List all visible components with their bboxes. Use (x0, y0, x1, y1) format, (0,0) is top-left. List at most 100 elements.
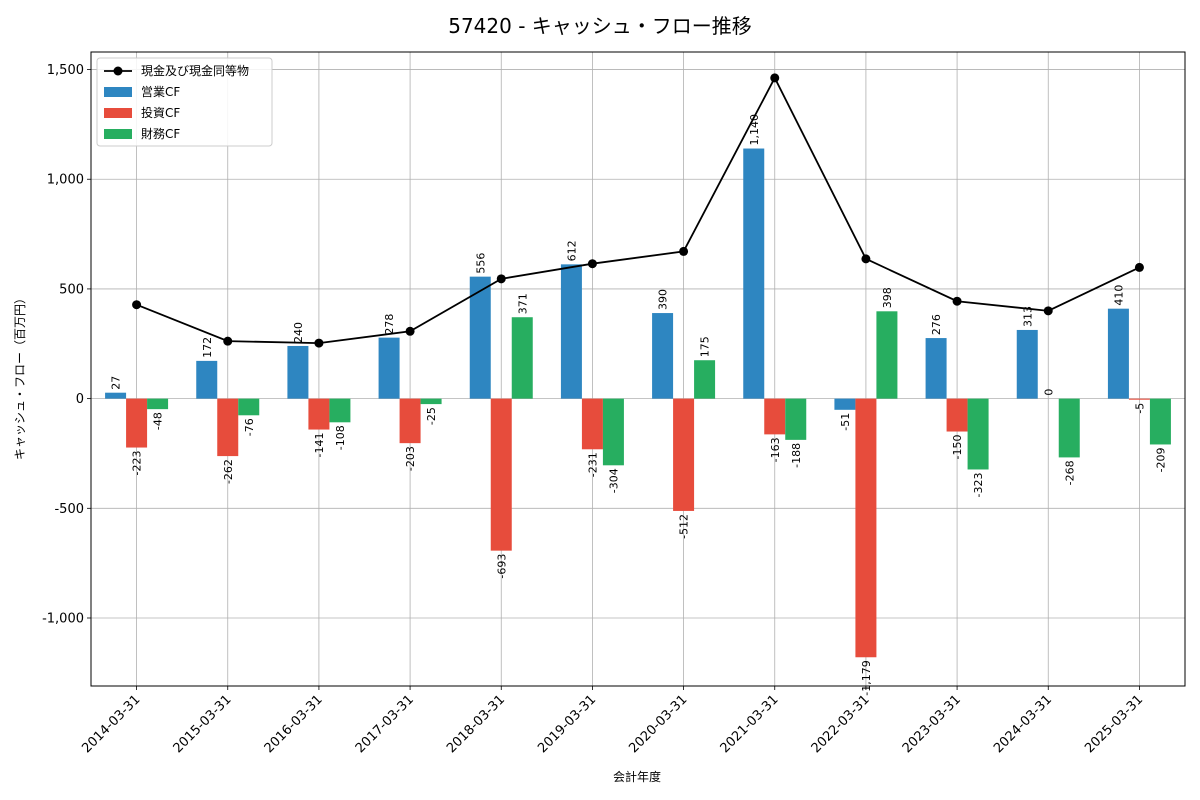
x-tick-label: 2017-03-31 (353, 692, 417, 756)
data-label: -48 (152, 412, 165, 430)
data-label: 556 (474, 253, 487, 274)
data-label: -163 (769, 437, 782, 462)
legend-box (96, 57, 273, 147)
data-label: 27 (110, 376, 123, 390)
data-label: -150 (951, 435, 964, 460)
bar-投資CF-2019-03-31 (581, 398, 603, 450)
bar-財務CF-2020-03-31 (694, 360, 716, 399)
x-tick-label: 2019-03-31 (535, 692, 599, 756)
legend-label: 財務CF (141, 126, 180, 141)
data-label: 612 (565, 240, 578, 261)
bar-財務CF-2016-03-31 (329, 398, 351, 423)
x-tick-label: 2014-03-31 (79, 692, 143, 756)
cash-point-2022-03-31 (861, 254, 871, 264)
data-label: 1,140 (748, 114, 761, 146)
data-label: -693 (495, 554, 508, 579)
x-tick-label: 2018-03-31 (444, 692, 508, 756)
cash-point-2018-03-31 (496, 274, 506, 284)
data-label: -268 (1063, 460, 1076, 485)
bar-投資CF-2018-03-31 (490, 398, 512, 551)
bar-財務CF-2014-03-31 (147, 398, 169, 410)
bar-営業CF-2021-03-31 (743, 148, 765, 399)
y-tick-label: -1,000 (42, 611, 84, 626)
bar-投資CF-2017-03-31 (399, 398, 421, 444)
legend-label: 投資CF (141, 105, 180, 120)
x-axis-title: 会計年度 (613, 769, 661, 784)
data-label: -304 (607, 468, 620, 493)
cash-point-2015-03-31 (223, 336, 233, 346)
bar-営業CF-2025-03-31 (1107, 308, 1129, 399)
bar-財務CF-2018-03-31 (511, 317, 533, 399)
cash-point-2019-03-31 (587, 259, 597, 269)
data-label: 0 (1042, 389, 1055, 396)
bar-投資CF-2023-03-31 (946, 398, 968, 432)
bar-営業CF-2020-03-31 (652, 313, 674, 399)
cash-point-2014-03-31 (132, 300, 142, 310)
legend-bar-swatch (104, 87, 132, 97)
bar-営業CF-2015-03-31 (196, 360, 218, 399)
bar-投資CF-2016-03-31 (308, 398, 330, 430)
grid-layer (91, 52, 1185, 686)
bar-投資CF-2025-03-31 (1128, 398, 1150, 400)
data-label: -141 (313, 433, 326, 458)
data-label: 278 (383, 314, 396, 335)
data-label: 276 (930, 314, 943, 335)
data-label: 175 (699, 336, 712, 357)
data-label: -25 (425, 407, 438, 425)
cash-point-2021-03-31 (770, 73, 780, 83)
y-tick-label: 1,500 (47, 63, 84, 78)
plot-frame (90, 51, 1186, 687)
data-label: -209 (1154, 447, 1167, 472)
cash-line (136, 75, 1140, 345)
bar-財務CF-2019-03-31 (602, 398, 624, 466)
data-label: 410 (1112, 285, 1125, 306)
bar-財務CF-2015-03-31 (238, 398, 260, 416)
x-tick-label: 2015-03-31 (171, 692, 235, 756)
bar-財務CF-2025-03-31 (1149, 398, 1171, 445)
y-tick-label: 1,000 (47, 173, 84, 188)
bar-営業CF-2022-03-31 (834, 398, 856, 410)
data-label: 390 (657, 289, 670, 310)
chart-title: 57420 - キャッシュ・フロー推移 (448, 14, 752, 38)
bar-投資CF-2020-03-31 (673, 398, 695, 511)
data-label: -5 (1133, 403, 1146, 414)
cash-point-2016-03-31 (314, 338, 324, 348)
bar-投資CF-2022-03-31 (855, 398, 877, 658)
data-label: 371 (516, 293, 529, 314)
line-layer (132, 73, 1144, 348)
data-label: -323 (972, 472, 985, 497)
x-tick-label: 2022-03-31 (809, 692, 873, 756)
data-label: 172 (201, 337, 214, 358)
cash-point-2017-03-31 (405, 326, 415, 336)
data-label-layer: 27 172 240 278 556 612 390 1,140 -51 276 313 410 -22… (110, 114, 1168, 696)
legend-label: 営業CF (141, 85, 180, 99)
bar-layer (105, 148, 1171, 658)
cash-point-2023-03-31 (952, 296, 962, 306)
data-label: -203 (404, 446, 417, 471)
x-tick-label: 2024-03-31 (991, 692, 1055, 756)
legend-bar-swatch (104, 129, 132, 139)
x-tick-label: 2016-03-31 (262, 692, 326, 756)
bar-営業CF-2014-03-31 (105, 392, 127, 399)
legend-marker-swatch (113, 66, 123, 76)
data-label: -188 (790, 443, 803, 468)
data-label: 398 (881, 287, 894, 308)
y-tick-label: -500 (54, 502, 84, 517)
data-label: -512 (678, 514, 691, 539)
legend-label: 現金及び現金同等物 (141, 63, 249, 78)
cash-point-2025-03-31 (1134, 262, 1144, 272)
data-label: -262 (222, 459, 235, 484)
legend-bar-swatch (104, 108, 132, 118)
bar-財務CF-2021-03-31 (785, 398, 807, 440)
bar-営業CF-2019-03-31 (560, 264, 582, 399)
data-label: -1,179 (860, 660, 873, 695)
bar-営業CF-2018-03-31 (469, 276, 491, 399)
cash-point-2024-03-31 (1043, 306, 1053, 316)
cash-point-2020-03-31 (679, 246, 689, 256)
data-label: -108 (334, 425, 347, 450)
y-axis-title: キャッシュ・フロー（百万円） (13, 292, 27, 460)
bar-財務CF-2023-03-31 (967, 398, 989, 470)
